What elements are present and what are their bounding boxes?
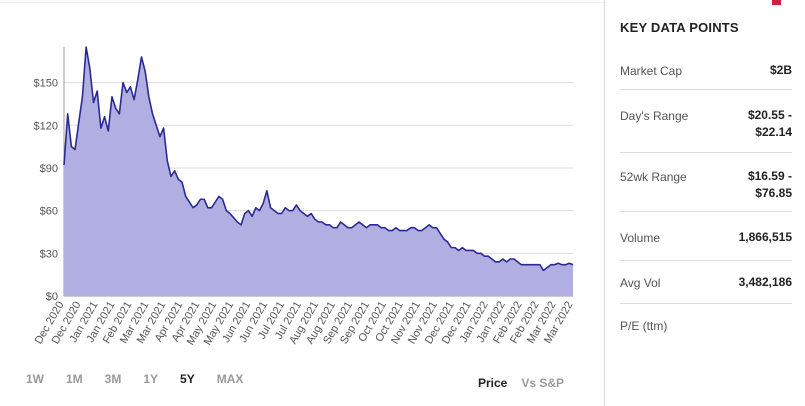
panel-divider bbox=[604, 0, 605, 406]
value-avg-vol: 3,482,186 bbox=[738, 275, 792, 289]
y-tick-label: $150 bbox=[34, 78, 58, 90]
range-button-1w[interactable]: 1W bbox=[26, 372, 44, 386]
mode-button-price[interactable]: Price bbox=[478, 376, 508, 390]
y-tick-label: $60 bbox=[40, 206, 58, 218]
label-52wk-range: 52wk Range bbox=[620, 170, 687, 184]
range-button-5y[interactable]: 5Y bbox=[180, 372, 195, 386]
row-volume: Volume 1,866,515 bbox=[620, 212, 792, 261]
value-52wk-range-high: $76.85 bbox=[755, 186, 792, 200]
range-button-1y[interactable]: 1Y bbox=[143, 372, 159, 386]
value-52wk-range: $16.59 - $76.85 bbox=[748, 168, 792, 202]
label-days-range: Day's Range bbox=[620, 109, 689, 123]
range-selector: 1W 1M 3M 1Y 5Y MAX bbox=[26, 372, 265, 386]
row-days-range: Day's Range $20.55 - $22.14 bbox=[620, 90, 792, 153]
top-border bbox=[0, 2, 605, 3]
value-days-range-low: $20.55 - bbox=[747, 108, 792, 122]
brand-accent-bar bbox=[772, 0, 781, 5]
range-button-3m[interactable]: 3M bbox=[104, 372, 122, 386]
row-pe: P/E (ttm) bbox=[620, 304, 792, 348]
y-tick-label: $0 bbox=[46, 291, 58, 303]
y-tick-label: $90 bbox=[40, 163, 58, 175]
value-days-range: $20.55 - $22.14 bbox=[748, 107, 792, 141]
label-market-cap: Market Cap bbox=[620, 64, 683, 78]
price-area bbox=[64, 47, 573, 296]
value-days-range-high: $22.14 bbox=[755, 125, 792, 139]
range-button-1m[interactable]: 1M bbox=[66, 372, 83, 386]
row-avg-vol: Avg Vol 3,482,186 bbox=[620, 261, 792, 304]
value-market-cap: $2B bbox=[769, 63, 792, 77]
value-52wk-range-low: $16.59 - bbox=[747, 169, 792, 183]
label-avg-vol: Avg Vol bbox=[620, 276, 661, 290]
row-52wk-range: 52wk Range $16.59 - $76.85 bbox=[620, 153, 792, 212]
row-market-cap: Market Cap $2B bbox=[620, 53, 792, 90]
label-volume: Volume bbox=[620, 231, 661, 245]
y-tick-label: $120 bbox=[34, 120, 58, 132]
mode-selector: Price Vs S&P bbox=[478, 376, 578, 390]
price-chart-area: $0 $30 $60 $90 $120 $150 Dec 2020 Dec 2020 Jan 2… bbox=[26, 46, 578, 390]
range-button-max[interactable]: MAX bbox=[216, 372, 244, 386]
key-data-title: KEY DATA POINTS bbox=[620, 20, 739, 35]
label-pe: P/E (ttm) bbox=[620, 319, 668, 333]
value-volume: 1,866,515 bbox=[738, 230, 792, 244]
price-line bbox=[63, 46, 574, 272]
mode-button-vs-sp[interactable]: Vs S&P bbox=[521, 376, 565, 390]
y-tick-label: $30 bbox=[40, 248, 58, 260]
